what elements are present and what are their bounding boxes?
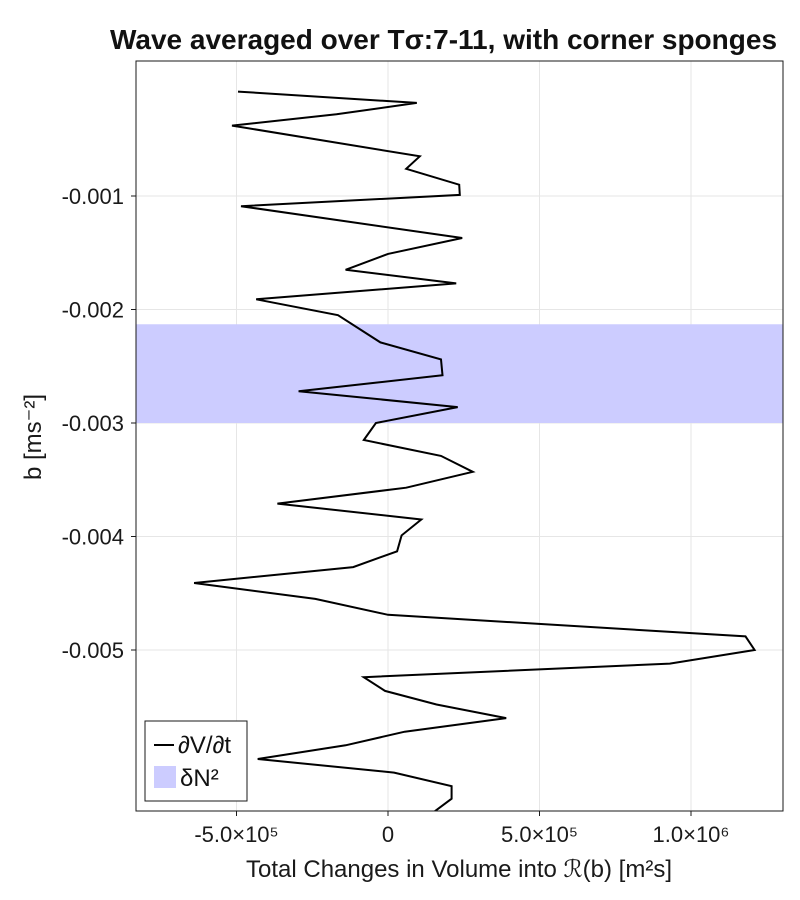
- x-axis-label: Total Changes in Volume into ℛ(b) [m²s]: [246, 856, 672, 883]
- grid-layer: [136, 61, 783, 811]
- y-tick-label: -0.003: [62, 411, 124, 436]
- legend: ∂V/∂t δN²: [144, 720, 248, 802]
- ticks-layer: -5.0×10⁵ 0 5.0×10⁵ 1.0×10⁶ -0.001 -0.002 -0.00…: [62, 184, 730, 847]
- delta-n2-band: [136, 324, 783, 423]
- y-tick-label: -0.001: [62, 184, 124, 209]
- x-tick-label: -5.0×10⁵: [194, 822, 278, 847]
- y-tick-label: -0.002: [62, 298, 124, 323]
- y-tick-label: -0.004: [62, 525, 124, 550]
- y-tick-label: -0.005: [62, 638, 124, 663]
- legend-patch-swatch: [154, 766, 176, 788]
- x-tick-label: 5.0×10⁵: [501, 822, 578, 847]
- x-tick-label: 1.0×10⁶: [653, 822, 730, 847]
- y-axis-label: b [ms⁻²]: [20, 394, 47, 480]
- chart-title: Wave averaged over Tσ:7-11, with corner …: [110, 24, 777, 55]
- plot-frame: [135, 60, 784, 812]
- legend-label-deltan2: δN²: [180, 765, 219, 792]
- dvdt-series-line: [193, 90, 757, 811]
- legend-label-dvdt: ∂V/∂t: [178, 732, 231, 759]
- x-tick-label: 0: [382, 822, 394, 847]
